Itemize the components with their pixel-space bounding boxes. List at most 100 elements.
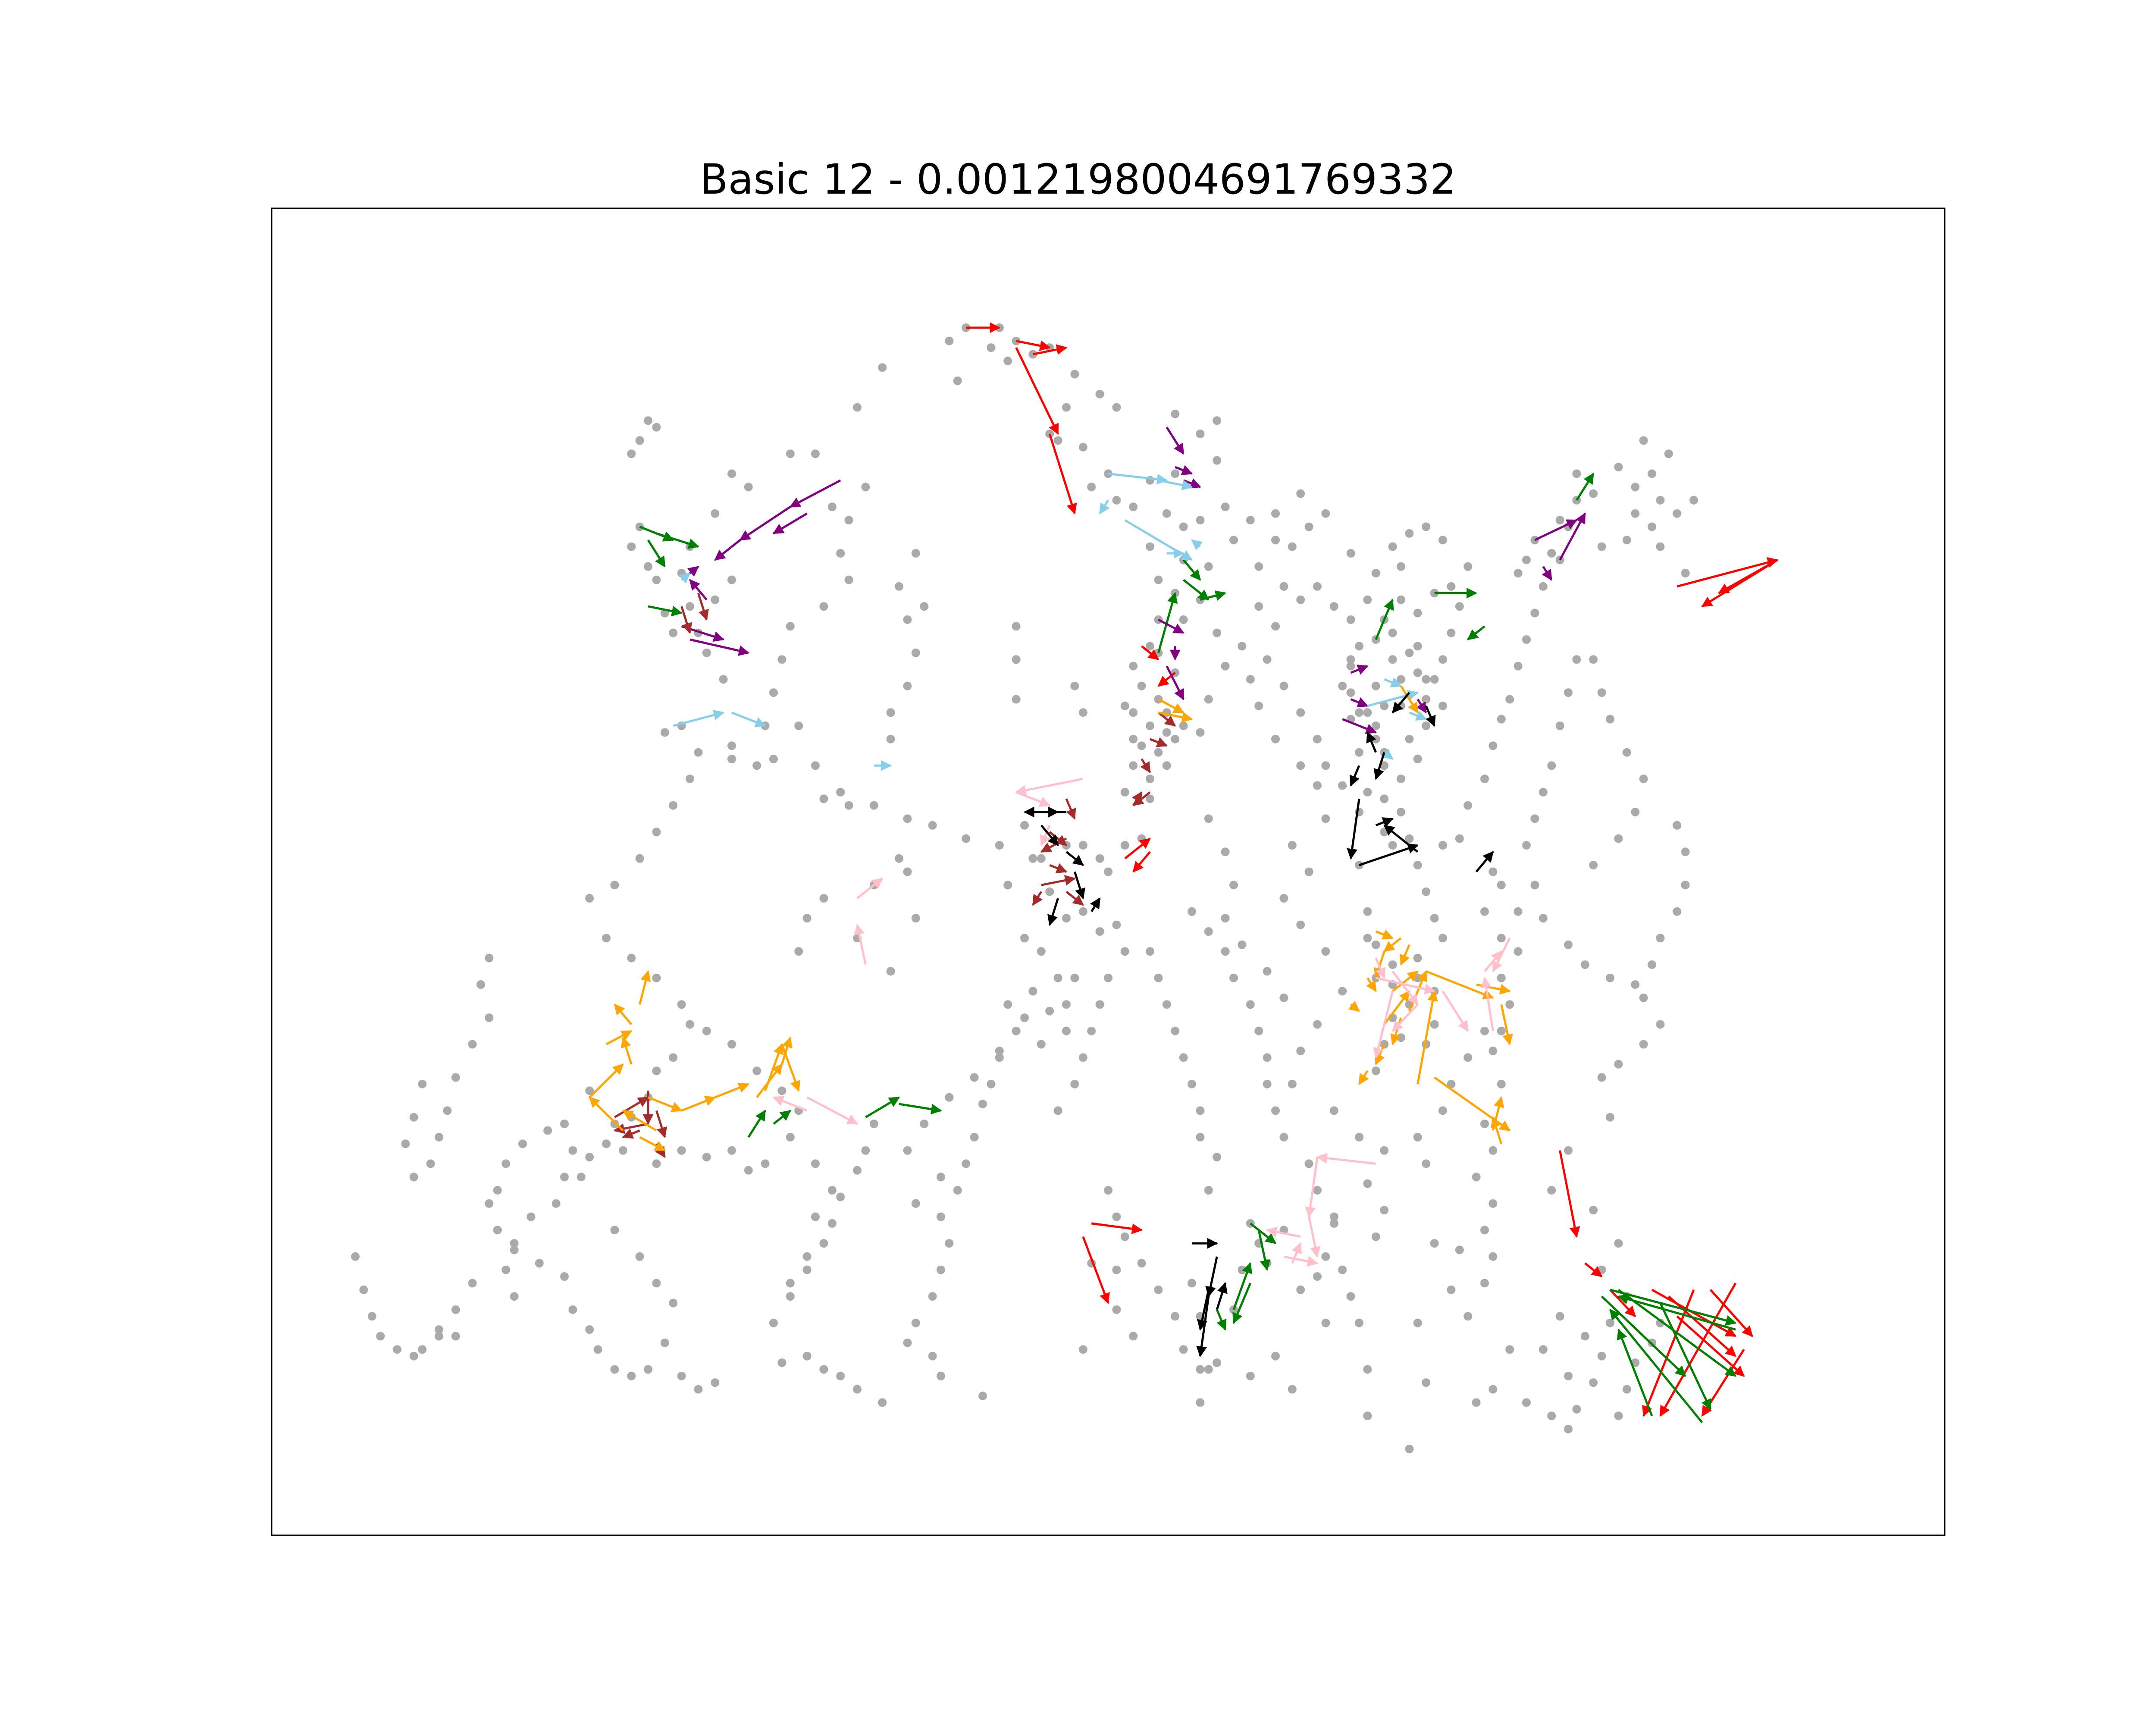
node-point [1564,1424,1573,1433]
edge-arrow [806,1096,859,1125]
edge-arrow [1032,344,1068,355]
edge-arrow [620,1036,633,1065]
node-point [1037,1040,1046,1049]
node-point [1179,522,1188,531]
node-point [853,1166,862,1175]
node-point [1631,808,1640,816]
edge-arrow [1576,473,1595,501]
edge-arrow [1015,347,1059,435]
node-point [1480,775,1489,784]
node-point [1171,469,1180,478]
node-point [1028,854,1037,863]
node-point [1564,1146,1573,1155]
node-point [1238,642,1247,651]
edge-arrow [1542,566,1553,581]
node-point [652,1159,661,1168]
node-point [727,1040,736,1049]
node-point [468,1279,477,1288]
node-point [552,1199,561,1208]
edge-arrow [1391,692,1410,714]
node-point [1522,1398,1531,1407]
node-point [1463,1312,1473,1321]
node-point [1363,1411,1372,1421]
node-point [1355,748,1363,757]
node-point [819,602,828,611]
edge-arrow [1617,1294,1736,1331]
edge-arrow [1610,1289,1737,1326]
node-point [1480,1026,1489,1035]
node-point [1380,761,1389,770]
node-point [1355,1132,1363,1142]
edge-arrow [680,606,693,634]
node-point [1279,582,1288,591]
node-point [844,575,853,584]
edge-arrow [1375,817,1394,828]
node-point [686,602,694,611]
node-point [1221,947,1230,956]
node-point [1204,927,1213,936]
node-point [1078,907,1087,916]
node-point [1078,841,1087,850]
node-point [719,675,728,684]
node-point [627,449,636,458]
node-point [1648,960,1656,969]
node-point [1053,973,1062,982]
node-point [1614,463,1623,471]
node-point [1263,967,1272,976]
node-point [1313,1272,1322,1281]
node-point [1146,721,1154,730]
edge-arrow [1559,512,1586,561]
node-point [1146,642,1154,651]
node-point [811,1159,820,1168]
node-point [610,1226,619,1235]
edge-arrow [1197,1289,1210,1331]
edge-arrow [1383,824,1419,853]
node-point [1146,794,1154,803]
node-point [568,1305,577,1314]
node-point [1505,695,1514,704]
node-point [727,755,736,763]
edge-arrow [1091,1222,1143,1234]
node-point [1363,907,1372,916]
node-point [761,1159,770,1168]
node-point [1304,522,1313,531]
node-point [1639,993,1648,1002]
node-point [1329,1106,1338,1115]
node-point [945,1093,954,1102]
node-point [1321,814,1330,823]
node-point [1455,834,1464,843]
node-point [1397,808,1405,816]
node-point [1673,907,1682,916]
node-point [836,549,845,558]
node-point [903,1146,912,1155]
node-point [1087,483,1096,492]
node-point [493,1226,502,1235]
node-point [1271,1106,1280,1115]
chart-title: Basic 12 - 0.0012198004691769332 [699,155,1457,204]
node-point [1053,436,1062,445]
node-point [1196,1398,1205,1407]
edge-arrow [1305,1157,1319,1218]
node-point [1338,681,1347,690]
node-point [1129,708,1138,717]
node-point [1179,721,1188,730]
node-point [1146,775,1154,784]
node-point [1430,1020,1439,1029]
node-point [1371,681,1380,690]
node-point [727,469,736,478]
edge-arrow [1409,710,1427,721]
node-point [1447,582,1456,591]
node-point [1489,1252,1498,1261]
node-point [1438,536,1447,545]
node-point [1271,1352,1280,1361]
node-point [995,841,1004,850]
node-point [1254,602,1263,611]
node-point [1371,734,1380,743]
node-point [836,1192,845,1201]
node-point [1171,734,1180,743]
node-point [1271,734,1280,743]
node-point [1104,973,1112,982]
edge-arrow [1041,875,1076,886]
node-point [1313,1186,1322,1195]
node-point [618,1146,627,1155]
